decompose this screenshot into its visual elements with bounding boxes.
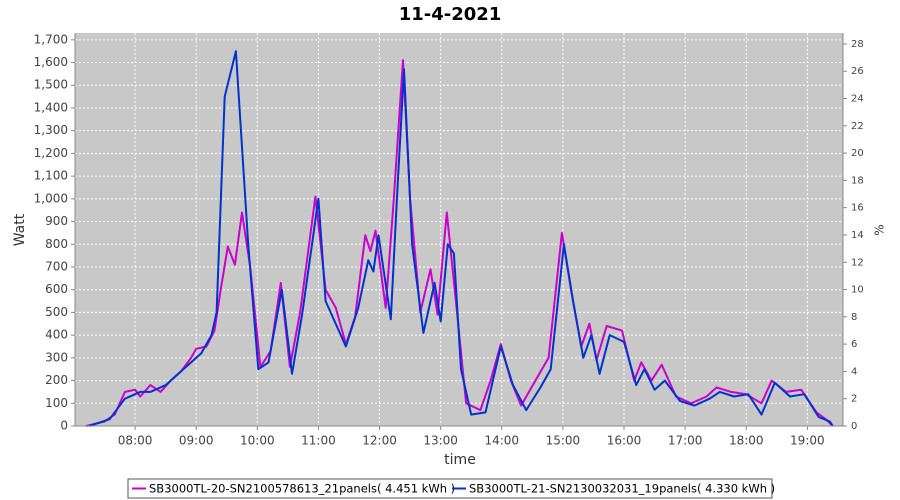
y2-tick-label: 4 <box>851 366 857 377</box>
y-tick-label: 1,000 <box>34 191 68 205</box>
y-tick-label: 1,200 <box>34 146 68 160</box>
x-tick-label: 14:00 <box>484 434 519 448</box>
x-tick-label: 16:00 <box>607 434 642 448</box>
y2-tick-label: 2 <box>851 394 857 405</box>
x-tick-label: 18:00 <box>729 434 764 448</box>
y-tick-label: 1,400 <box>34 100 68 114</box>
y-tick-label: 200 <box>45 373 68 387</box>
y2-tick-label: 14 <box>851 230 864 241</box>
x-axis-label: time <box>444 452 476 468</box>
y-tick-label: 400 <box>45 328 68 342</box>
y-axis-label: Watt <box>12 213 28 246</box>
legend-label: SB3000TL-20-SN2100578613_21panels( 4.451… <box>149 482 455 496</box>
x-tick-label: 11:00 <box>301 434 336 448</box>
y2-tick-label: 12 <box>851 257 864 268</box>
series-line <box>88 50 834 427</box>
y-tick-label: 900 <box>45 214 68 228</box>
y2-tick-label: 16 <box>851 203 864 214</box>
chart-title: 11-4-2021 <box>399 4 502 25</box>
y-tick-label: 100 <box>45 396 68 410</box>
x-tick-label: 08:00 <box>118 434 153 448</box>
y2-tick-label: 26 <box>851 66 864 77</box>
x-tick-label: 19:00 <box>790 434 825 448</box>
x-tick-label: 17:00 <box>668 434 703 448</box>
x-tick-label: 15:00 <box>546 434 581 448</box>
y-tick-label: 300 <box>45 350 68 364</box>
x-tick-label: 12:00 <box>362 434 397 448</box>
y2-tick-label: 28 <box>851 39 864 50</box>
y2-axis-label: % <box>873 224 887 235</box>
y2-tick-label: 8 <box>851 312 857 323</box>
x-tick-label: 09:00 <box>179 434 214 448</box>
y-tick-label: 500 <box>45 305 68 319</box>
x-tick-label: 10:00 <box>240 434 275 448</box>
y2-tick-label: 6 <box>851 339 857 350</box>
x-tick-label: 13:00 <box>423 434 458 448</box>
y2-tick-label: 20 <box>851 148 864 159</box>
y2-tick-label: 24 <box>851 94 864 105</box>
y2-tick-label: 0 <box>851 421 857 432</box>
y2-tick-label: 18 <box>851 175 864 186</box>
y-tick-label: 1,500 <box>34 78 68 92</box>
y-tick-label: 1,100 <box>34 169 68 183</box>
y-tick-label: 600 <box>45 282 68 296</box>
y-tick-label: 0 <box>60 419 68 433</box>
y-tick-label: 700 <box>45 259 68 273</box>
legend-label: SB3000TL-21-SN2130032031_19panels( 4.330… <box>469 482 775 496</box>
y-tick-label: 1,700 <box>34 32 68 46</box>
y-tick-label: 1,300 <box>34 123 68 137</box>
y-tick-label: 1,600 <box>34 55 68 69</box>
plot-area <box>75 33 843 426</box>
y-tick-label: 800 <box>45 237 68 251</box>
y2-tick-label: 10 <box>851 285 864 296</box>
y2-tick-label: 22 <box>851 121 864 132</box>
legend <box>127 478 773 499</box>
